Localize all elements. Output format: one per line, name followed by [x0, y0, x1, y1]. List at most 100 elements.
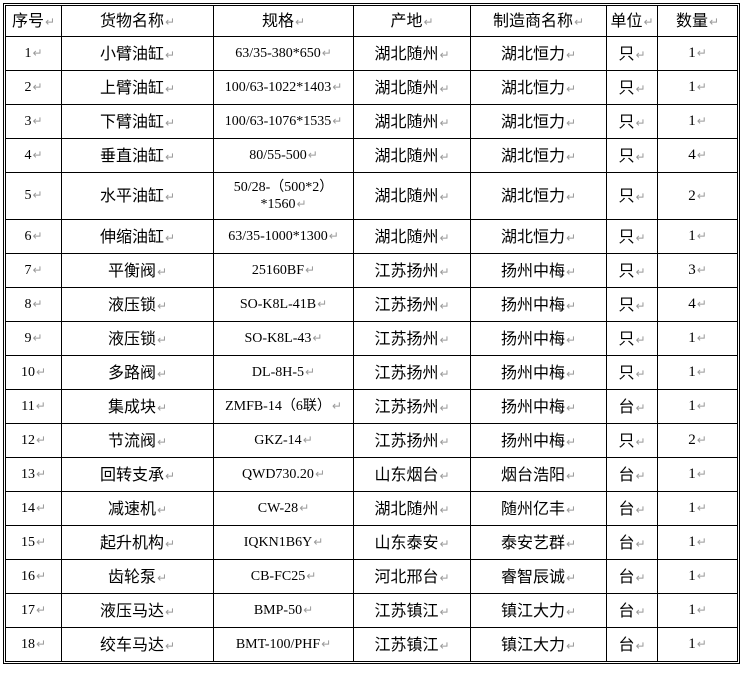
table-row: 7↵ 平衡阀↵ 25160BF↵ 江苏扬州↵ 扬州中梅↵ 只↵ 3↵ — [5, 253, 738, 288]
cell-text: 8 — [24, 296, 32, 312]
cell-text: 上臂油缸 — [99, 77, 164, 97]
cell-text: 节流阀 — [107, 430, 156, 450]
cell-spec: SO-K8L-43↵ — [213, 321, 354, 356]
cell-text: 1 — [688, 228, 696, 245]
cell-text: 随州亿丰 — [500, 498, 565, 518]
paragraph-mark-icon: ↵ — [423, 15, 434, 30]
paragraph-mark-icon: ↵ — [635, 604, 646, 619]
cell-maker: 湖北恒力↵ — [470, 219, 607, 254]
cell-qty: 1↵ — [657, 525, 738, 560]
cell-text: 湖北随州 — [374, 498, 439, 518]
cell-text: 100/63-1076*1535 — [224, 113, 332, 129]
header-row: 序号↵ 货物名称↵ 规格↵ 产地↵ 制造商名称↵ 单位↵ 数量↵ — [5, 5, 738, 37]
cell-text: 17 — [20, 602, 35, 618]
cell-text: BMT-100/PHF — [235, 636, 321, 652]
column-header-unit: 单位↵ — [606, 5, 658, 37]
paragraph-mark-icon: ↵ — [565, 468, 577, 483]
column-header-name: 货物名称↵ — [61, 5, 214, 37]
cell-text: 1 — [688, 364, 696, 381]
paragraph-mark-icon: ↵ — [565, 264, 577, 279]
cell-seq: 7↵ — [5, 253, 62, 288]
cell-text: 1 — [688, 330, 696, 347]
cell-text: 湖北随州 — [374, 145, 439, 165]
table-row: 8↵ 液压锁↵ SO-K8L-41B↵ 江苏扬州↵ 扬州中梅↵ 只↵ 4↵ — [5, 287, 738, 322]
cell-text: 湖北随州 — [374, 186, 439, 206]
cell-text: 江苏扬州 — [374, 396, 439, 416]
cell-name: 起升机构↵ — [61, 525, 214, 560]
cell-spec: CB-FC25↵ — [213, 559, 354, 594]
cell-text: 湖北恒力 — [500, 145, 565, 165]
paragraph-mark-icon: ↵ — [32, 188, 43, 203]
cell-text: 睿智辰诚 — [500, 566, 565, 586]
paragraph-mark-icon: ↵ — [439, 434, 450, 449]
cell-qty: 1↵ — [657, 70, 738, 105]
paragraph-mark-icon: ↵ — [565, 604, 577, 619]
paragraph-mark-icon: ↵ — [708, 15, 720, 30]
cell-text: BMP-50 — [253, 602, 303, 618]
paragraph-mark-icon: ↵ — [156, 570, 168, 585]
cell-name: 下臂油缸↵ — [61, 104, 214, 139]
cell-text: 湖北随州 — [374, 77, 439, 97]
table-row: 9↵ 液压锁↵ SO-K8L-43↵ 江苏扬州↵ 扬州中梅↵ 只↵ 1↵ — [5, 321, 738, 356]
cell-text: 4 — [688, 147, 696, 164]
cell-text: 50/28-（500*2） — [233, 179, 334, 195]
cell-text: 1 — [688, 398, 696, 415]
paragraph-mark-icon: ↵ — [635, 264, 646, 279]
goods-table: 序号↵ 货物名称↵ 规格↵ 产地↵ 制造商名称↵ 单位↵ 数量↵ 1↵ 小臂油缸↵ 63/35-… — [3, 3, 740, 664]
cell-name: 液压锁↵ — [61, 287, 214, 322]
paragraph-mark-icon: ↵ — [696, 263, 707, 278]
cell-text: 6 — [24, 228, 32, 244]
cell-origin: 江苏镇江↵ — [353, 593, 471, 628]
paragraph-mark-icon: ↵ — [635, 81, 646, 96]
paragraph-mark-icon: ↵ — [439, 468, 450, 483]
paragraph-mark-icon: ↵ — [302, 432, 313, 447]
paragraph-mark-icon: ↵ — [317, 296, 328, 311]
cell-text: 10 — [20, 364, 35, 380]
paragraph-mark-icon: ↵ — [635, 47, 646, 62]
paragraph-mark-icon: ↵ — [439, 366, 450, 381]
cell-seq: 18↵ — [5, 627, 62, 662]
cell-unit: 只↵ — [606, 172, 658, 220]
paragraph-mark-icon: ↵ — [156, 434, 168, 449]
cell-unit: 只↵ — [606, 70, 658, 105]
paragraph-mark-icon: ↵ — [439, 47, 450, 62]
paragraph-mark-icon: ↵ — [696, 467, 707, 482]
cell-maker: 湖北恒力↵ — [470, 70, 607, 105]
cell-text: 1 — [688, 636, 696, 653]
cell-text: 小臂油缸 — [99, 43, 164, 63]
table-row: 11↵ 集成块↵ ZMFB-14（6联）↵ 江苏扬州↵ 扬州中梅↵ 台↵ 1↵ — [5, 389, 738, 424]
paragraph-mark-icon: ↵ — [565, 400, 577, 415]
cell-text: 湖北随州 — [374, 111, 439, 131]
cell-seq: 3↵ — [5, 104, 62, 139]
paragraph-mark-icon: ↵ — [635, 434, 646, 449]
paragraph-mark-icon: ↵ — [696, 501, 707, 516]
cell-spec: BMP-50↵ — [213, 593, 354, 628]
cell-spec: ZMFB-14（6联）↵ — [213, 389, 354, 424]
cell-text: 1 — [688, 500, 696, 517]
cell-text: 湖北恒力 — [500, 77, 565, 97]
paragraph-mark-icon: ↵ — [332, 113, 343, 128]
cell-text: 63/35-1000*1300 — [228, 228, 328, 244]
paragraph-mark-icon: ↵ — [32, 147, 43, 162]
paragraph-mark-icon: ↵ — [164, 468, 176, 483]
cell-spec: QWD730.20↵ — [213, 457, 354, 492]
table-row: 2↵ 上臂油缸↵ 100/63-1022*1403↵ 湖北随州↵ 湖北恒力↵ 只↵ 1↵ — [5, 70, 738, 105]
table-body: 1↵ 小臂油缸↵ 63/35-380*650↵ 湖北随州↵ 湖北恒力↵ 只↵ 1↵ 2↵ 上臂油… — [5, 36, 738, 662]
cell-text: 1 — [688, 45, 696, 62]
paragraph-mark-icon: ↵ — [164, 115, 176, 130]
cell-text: 湖北恒力 — [500, 186, 565, 206]
paragraph-mark-icon: ↵ — [565, 366, 577, 381]
paragraph-mark-icon: ↵ — [565, 434, 577, 449]
paragraph-mark-icon: ↵ — [439, 149, 450, 164]
cell-seq: 6↵ — [5, 219, 62, 254]
cell-text: 只 — [618, 260, 635, 280]
cell-seq: 14↵ — [5, 491, 62, 526]
cell-text: 江苏扬州 — [374, 294, 439, 314]
cell-name: 绞车马达↵ — [61, 627, 214, 662]
cell-text: 江苏镇江 — [374, 600, 439, 620]
column-header-label: 货物名称 — [99, 11, 164, 31]
cell-text: 扬州中梅 — [500, 328, 565, 348]
cell-text: 15 — [20, 534, 35, 550]
paragraph-mark-icon: ↵ — [439, 536, 450, 551]
cell-text: 江苏扬州 — [374, 430, 439, 450]
